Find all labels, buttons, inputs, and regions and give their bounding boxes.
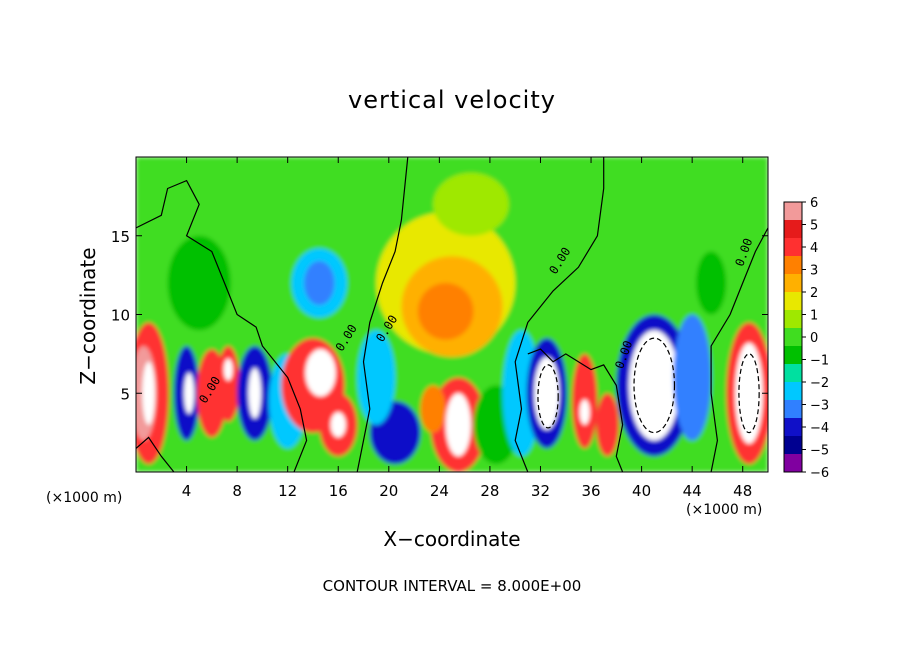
colorbar-tick-label: −1	[810, 354, 829, 369]
field-blob	[673, 314, 712, 441]
y-axis: 5 10 15	[111, 228, 768, 403]
colorbar-swatch	[784, 220, 802, 239]
x-tick-label: 40	[632, 482, 651, 500]
x-tick-label: 44	[683, 482, 702, 500]
x-tick-label: 20	[379, 482, 398, 500]
field-blob	[695, 251, 727, 315]
colorbar-tick-label: 2	[810, 286, 818, 301]
chart-title: vertical velocity	[348, 86, 556, 114]
field-blob	[417, 283, 474, 340]
zero-contour	[356, 157, 409, 472]
colorbar-swatch	[784, 346, 802, 365]
x-unit-label-right: (×1000 m)	[686, 502, 763, 518]
field-blob	[628, 330, 680, 441]
colorbar-swatch	[784, 436, 802, 455]
x-tick-label: 28	[480, 482, 499, 500]
contour-interval-note: CONTOUR INTERVAL = 8.000E+00	[322, 577, 582, 595]
field-blob	[579, 399, 590, 425]
colorbar-tick-label: 4	[810, 241, 818, 256]
field-blob	[216, 346, 240, 422]
field-blob	[445, 393, 471, 457]
colorbar-tick-label: −4	[810, 421, 829, 436]
negative-contour	[633, 337, 676, 434]
x-tick-label: 8	[232, 482, 242, 500]
colorbar: 6 5 4 3 2 1 0 −1 −2 −3 −4 −5 −6	[783, 196, 829, 481]
field-blob	[735, 342, 763, 444]
colorbar-tick-label: 3	[810, 264, 818, 279]
zero-contour	[527, 348, 624, 472]
x-tick-label: 24	[430, 482, 449, 500]
field-blob	[433, 172, 509, 236]
x-tick-label: 4	[182, 482, 192, 500]
field-blob	[167, 235, 231, 331]
negative-contour	[738, 353, 760, 434]
zero-contour	[136, 179, 308, 472]
colorbar-swatch	[784, 238, 802, 257]
colorbar-swatch	[784, 400, 802, 419]
negative-contour	[537, 364, 559, 429]
colorbar-tick-label: 6	[810, 196, 818, 211]
y-tick-label: 5	[120, 385, 130, 403]
field-blob	[420, 385, 446, 433]
colorbar-swatch	[784, 364, 802, 383]
colorbar-swatch	[784, 418, 802, 437]
colorbar-swatch	[784, 310, 802, 329]
colorbar-tick-label: 1	[810, 309, 818, 324]
colorbar-swatch	[784, 274, 802, 293]
colorbar-swatch	[784, 292, 802, 311]
x-unit-label-left: (×1000 m)	[46, 490, 123, 506]
field-blob	[357, 330, 396, 425]
y-tick-label: 10	[111, 307, 130, 325]
colorbar-swatch	[784, 382, 802, 401]
zero-contour	[710, 227, 768, 472]
field-blob	[184, 372, 195, 414]
x-tick-label: 36	[581, 482, 600, 500]
field-blob	[330, 412, 346, 438]
colorbar-tick-label: −3	[810, 399, 829, 414]
colorbar-tick-label: 0	[810, 331, 818, 346]
x-axis-label: X−coordinate	[383, 527, 521, 551]
colorbar-swatch	[784, 454, 802, 473]
y-tick-label: 15	[111, 228, 130, 246]
field-blob	[142, 361, 155, 425]
colorbar-tick-label: −6	[810, 466, 829, 481]
x-axis: 4 8 12 16 20 24 28 32 36 40 44 48	[182, 157, 752, 500]
colorbar-tick-label: −5	[810, 444, 829, 459]
field-blob	[596, 393, 619, 457]
x-tick-label: 16	[329, 482, 348, 500]
colorbar-swatch	[784, 328, 802, 347]
field-blob	[305, 349, 336, 397]
colorbar-swatch	[784, 256, 802, 275]
colorbar-swatch	[784, 202, 802, 221]
zero-contour	[136, 436, 175, 472]
colorbar-tick-label: −2	[810, 376, 829, 391]
x-tick-label: 12	[278, 482, 297, 500]
y-axis-label: Z−coordinate	[76, 247, 100, 385]
field-blob	[223, 358, 233, 381]
colorbar-tick-label: 5	[810, 219, 818, 234]
heatmap-field	[136, 157, 768, 472]
zero-contour	[514, 157, 605, 472]
x-tick-label: 32	[531, 482, 550, 500]
field-blob	[248, 368, 262, 419]
contour-lines	[136, 157, 768, 472]
field-blob	[304, 260, 335, 306]
x-tick-label: 48	[733, 482, 752, 500]
